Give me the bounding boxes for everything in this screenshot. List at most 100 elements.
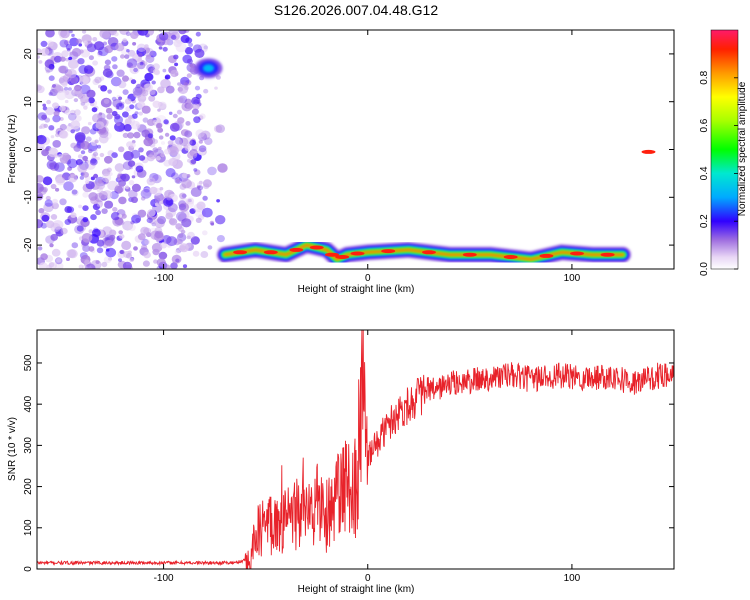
noise-speckle [118, 80, 127, 89]
noise-speckle [184, 47, 193, 55]
noise-speckle [127, 115, 133, 120]
noise-speckle [73, 98, 79, 103]
noise-speckle [66, 249, 77, 258]
noise-speckle [133, 67, 139, 73]
noise-speckle [169, 218, 178, 226]
track-peak [289, 247, 304, 252]
noise-speckle [82, 244, 91, 252]
noise-speckle [87, 121, 92, 126]
noise-speckle [162, 68, 167, 73]
noise-speckle [111, 152, 118, 159]
noise-speckle [132, 86, 143, 96]
noise-speckle [145, 54, 152, 59]
noise-speckle [152, 100, 161, 109]
noise-speckle [98, 191, 108, 200]
noise-speckle [178, 30, 187, 35]
noise-speckle [163, 197, 174, 207]
noise-speckle [217, 163, 228, 173]
noise-speckle [76, 225, 84, 232]
noise-speckle [197, 185, 204, 191]
noise-speckle [56, 258, 62, 263]
noise-speckle [123, 151, 134, 161]
noise-speckle [119, 234, 125, 239]
x-tick-label: 0 [365, 273, 371, 284]
noise-speckle [50, 222, 61, 233]
noise-speckle [102, 41, 108, 46]
noise-speckle [94, 148, 98, 152]
noise-speckle [122, 220, 133, 231]
noise-speckle [193, 168, 198, 172]
noise-speckle [153, 119, 158, 124]
noise-speckle [137, 52, 143, 58]
noise-speckle [70, 120, 81, 130]
noise-speckle [112, 64, 118, 70]
noise-speckle [137, 209, 147, 218]
noise-speckle [129, 257, 135, 262]
noise-speckle [122, 38, 128, 43]
noise-speckle [82, 171, 90, 178]
noise-speckle [71, 33, 75, 38]
noise-speckle [125, 253, 133, 259]
y-tick-label: 20 [23, 48, 34, 60]
noise-speckle [188, 151, 198, 159]
track-peak [325, 252, 339, 257]
noise-speckle [137, 61, 146, 70]
noise-speckle [97, 51, 103, 56]
track-peak [539, 253, 554, 258]
noise-speckle [116, 102, 125, 110]
noise-speckle [88, 246, 95, 252]
noise-speckle [92, 78, 100, 86]
noise-speckle [44, 64, 54, 73]
noise-speckle [54, 257, 63, 265]
noise-speckle [47, 147, 59, 158]
noise-speckle [198, 145, 207, 153]
noise-speckle [149, 218, 156, 225]
noise-speckle [129, 142, 136, 148]
noise-speckle [78, 204, 83, 209]
noise-speckle [165, 168, 176, 178]
noise-speckle [215, 124, 225, 133]
noise-speckle [107, 89, 112, 94]
noise-speckle [92, 37, 98, 42]
noise-speckle [165, 212, 173, 220]
y-tick-label: 0 [23, 566, 34, 572]
y-tick-label: 500 [23, 354, 34, 371]
noise-speckle [215, 215, 226, 225]
noise-speckle [119, 220, 125, 226]
noise-speckle [172, 113, 178, 119]
noise-speckle [52, 220, 64, 230]
noise-speckle [190, 236, 200, 245]
noise-speckle [171, 34, 177, 40]
noise-speckle [127, 132, 135, 139]
track-peak [263, 250, 278, 255]
noise-speckle [96, 181, 106, 190]
noise-speckle [192, 44, 202, 53]
track-peak [350, 251, 365, 256]
noise-speckle [95, 260, 100, 264]
noise-speckle [143, 251, 151, 259]
noise-speckle [69, 109, 76, 115]
noise-speckle [169, 135, 176, 141]
track-peak [381, 249, 396, 254]
noise-speckle [187, 158, 192, 163]
noise-speckle [177, 96, 186, 105]
noise-speckle [131, 175, 136, 179]
noise-speckle [124, 54, 130, 59]
noise-speckle [125, 31, 131, 37]
noise-speckle [62, 74, 72, 83]
noise-speckle [90, 214, 97, 221]
noise-speckle [124, 98, 132, 105]
noise-speckle [149, 50, 157, 58]
noise-speckle [193, 116, 201, 124]
y-tick-label: -10 [23, 190, 34, 205]
noise-speckle [83, 65, 94, 74]
noise-speckle [216, 235, 225, 243]
noise-speckle [37, 219, 44, 229]
noise-speckle [97, 179, 103, 184]
noise-speckle [158, 135, 164, 140]
noise-speckle [143, 47, 154, 57]
noise-speckle [186, 102, 194, 110]
noise-speckle [37, 55, 40, 59]
